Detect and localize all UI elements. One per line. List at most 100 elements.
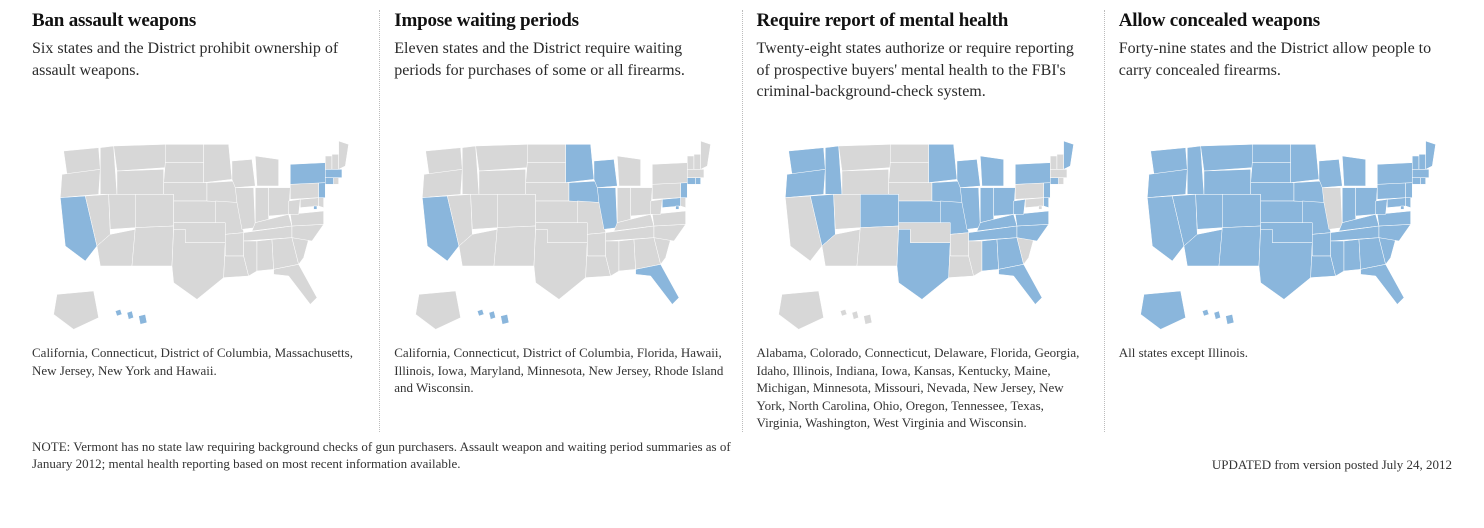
state-NH — [1056, 154, 1063, 169]
state-MI — [1342, 156, 1365, 186]
state-KS — [174, 201, 216, 223]
panel-title: Impose waiting periods — [394, 10, 727, 32]
state-IN — [980, 188, 993, 223]
state-IA — [207, 181, 237, 203]
panel-description: Twenty-eight states authorize or require… — [757, 38, 1090, 128]
state-HI — [1202, 309, 1234, 324]
state-WY — [117, 169, 164, 194]
state-OH — [993, 188, 1015, 216]
state-OH — [631, 188, 653, 216]
state-SD — [1250, 163, 1290, 183]
state-OH — [269, 188, 291, 216]
panel-mental-health: Require report of mental health Twenty-e… — [742, 10, 1104, 432]
state-KS — [536, 201, 578, 223]
state-NY — [1377, 163, 1412, 185]
state-DE — [1043, 198, 1048, 208]
state-NJ — [319, 183, 326, 198]
updated-line: UPDATED from version posted July 24, 201… — [1212, 457, 1452, 473]
state-NJ — [681, 183, 688, 198]
state-HI — [840, 309, 872, 324]
state-CO — [860, 194, 898, 227]
state-NY — [290, 163, 325, 185]
state-IA — [1294, 181, 1324, 203]
state-NC — [1016, 224, 1048, 241]
state-IA — [931, 181, 961, 203]
state-AR — [588, 233, 606, 256]
state-AK — [54, 291, 99, 329]
us-map-concealed — [1119, 136, 1452, 336]
state-RI — [1058, 178, 1063, 185]
state-ND — [528, 144, 566, 162]
panel-title: Ban assault weapons — [32, 10, 365, 32]
state-MT — [1200, 144, 1252, 171]
state-NY — [1015, 163, 1050, 185]
state-WI — [956, 159, 979, 187]
state-DE — [681, 198, 686, 208]
panel-caption: Alabama, Colorado, Connecticut, Delaware… — [757, 344, 1090, 432]
state-AK — [416, 291, 461, 329]
state-OR — [1147, 169, 1187, 197]
state-NC — [1379, 224, 1411, 241]
state-DC — [1400, 206, 1403, 209]
state-ME — [701, 141, 711, 169]
state-NM — [1219, 226, 1261, 266]
us-map-mental-health — [757, 136, 1090, 336]
state-OH — [1355, 188, 1377, 216]
state-DC — [1038, 206, 1041, 209]
panel-caption: California, Connecticut, District of Col… — [394, 344, 727, 397]
state-FL — [274, 264, 317, 304]
panels-container: Ban assault weapons Six states and the D… — [18, 10, 1466, 432]
state-AK — [778, 291, 823, 329]
state-ME — [339, 141, 349, 169]
state-OR — [60, 169, 100, 197]
state-OR — [785, 169, 825, 197]
state-FL — [998, 264, 1041, 304]
state-CT — [1050, 178, 1058, 185]
us-map-waiting-periods — [394, 136, 727, 336]
state-PA — [1015, 183, 1043, 200]
state-RI — [334, 178, 339, 185]
state-RI — [696, 178, 701, 185]
state-VT — [688, 156, 695, 169]
state-WI — [594, 159, 617, 187]
state-WY — [1204, 169, 1251, 194]
state-VT — [1050, 156, 1057, 169]
state-MA — [1412, 169, 1429, 177]
state-CO — [498, 194, 536, 227]
state-HI — [115, 309, 147, 324]
state-HI — [478, 309, 510, 324]
state-ND — [890, 144, 928, 162]
state-WY — [479, 169, 526, 194]
state-ME — [1425, 141, 1435, 169]
panel-title: Require report of mental health — [757, 10, 1090, 32]
state-NJ — [1405, 183, 1412, 198]
state-CO — [135, 194, 173, 227]
state-UT — [1195, 194, 1222, 229]
state-NH — [332, 154, 339, 169]
state-MI — [255, 156, 278, 186]
state-MN — [928, 144, 956, 182]
state-AK — [1140, 291, 1185, 329]
state-MT — [838, 144, 890, 171]
state-AR — [950, 233, 968, 256]
state-FL — [636, 264, 679, 304]
state-WV — [1013, 199, 1025, 214]
state-DE — [319, 198, 324, 208]
state-AL — [1344, 239, 1361, 271]
state-AR — [1312, 233, 1330, 256]
state-AL — [619, 239, 636, 271]
state-CT — [1412, 178, 1420, 185]
state-AL — [981, 239, 998, 271]
state-NY — [653, 163, 688, 185]
state-NM — [856, 226, 898, 266]
state-NJ — [1043, 183, 1050, 198]
state-DE — [1405, 198, 1410, 208]
state-UT — [109, 194, 136, 229]
state-CT — [325, 178, 333, 185]
state-ME — [1063, 141, 1073, 169]
state-UT — [833, 194, 860, 229]
state-KS — [898, 201, 940, 223]
state-FL — [1360, 264, 1403, 304]
state-AR — [225, 233, 243, 256]
footer: NOTE: Vermont has no state law requiring… — [18, 432, 1466, 473]
